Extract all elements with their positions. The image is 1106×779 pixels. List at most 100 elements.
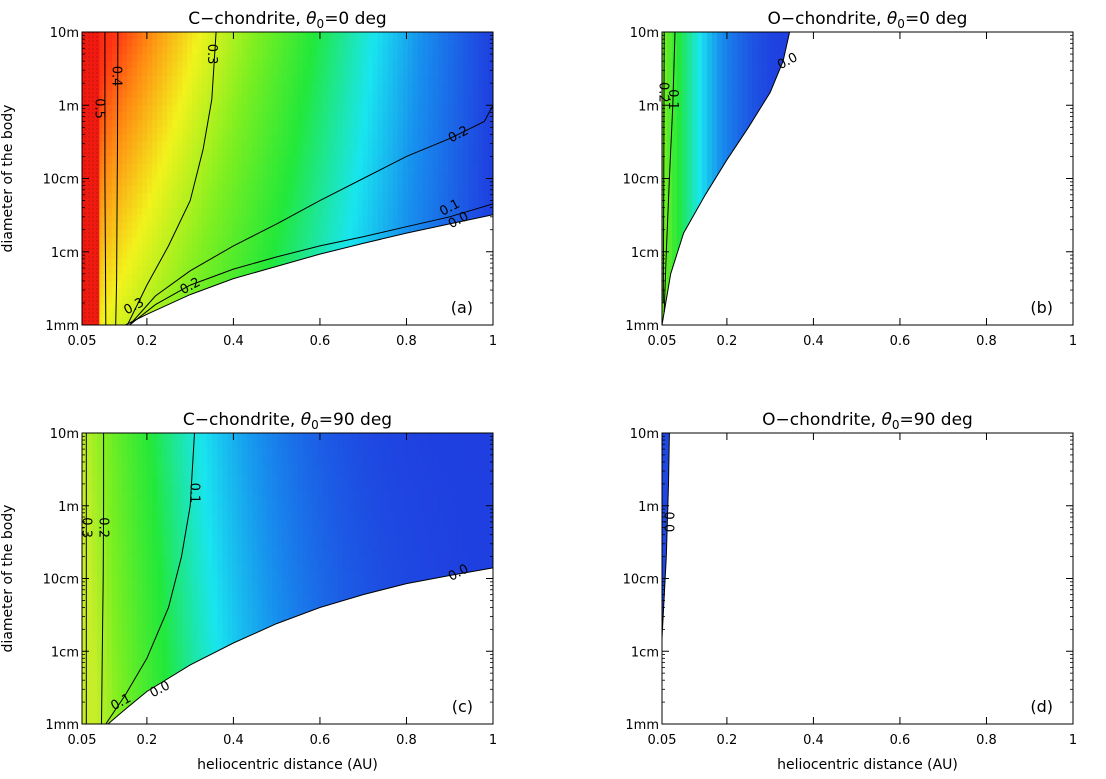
heatmap-cell: [132, 68, 138, 77]
heatmap-cell: [822, 120, 828, 128]
heatmap-cell: [362, 193, 369, 202]
heatmap-cell: [687, 237, 693, 246]
heatmap-cell: [172, 163, 179, 172]
heatmap-cell: [752, 68, 759, 77]
heatmap-cell: [342, 119, 349, 129]
heatmap-cell: [747, 68, 754, 77]
heatmap-cell: [272, 149, 279, 158]
heatmap-cell: [367, 105, 374, 114]
heatmap-cell: [182, 127, 189, 136]
heatmap-cell: [457, 273, 464, 282]
heatmap-cell: [727, 119, 733, 129]
heatmap-cell: [852, 54, 858, 62]
heatmap-cell: [292, 75, 299, 85]
heatmap-cell: [812, 252, 818, 260]
heatmap-cell: [252, 171, 259, 180]
heatmap-cell: [322, 207, 329, 216]
heatmap-cell: [852, 310, 858, 318]
heatmap-cell: [737, 32, 743, 41]
heatmap-cell: [287, 200, 294, 209]
heatmap-cell: [167, 259, 174, 268]
heatmap-cell: [112, 32, 118, 41]
heatmap-cell: [792, 179, 798, 187]
heatmap-cell: [832, 296, 838, 304]
heatmap-cell: [692, 134, 698, 143]
heatmap-cell: [277, 193, 284, 202]
heatmap-cell: [868, 179, 874, 187]
heatmap-cell: [437, 171, 444, 180]
heatmap-cell: [307, 310, 314, 319]
heatmap-cell: [862, 259, 868, 267]
heatmap-cell: [442, 207, 449, 216]
heatmap-cell: [677, 288, 683, 297]
heatmap-cell: [667, 53, 673, 63]
heatmap-cell: [397, 178, 404, 187]
heatmap-cell: [327, 237, 334, 246]
heatmap-cell: [297, 83, 304, 92]
heatmap-cell: [852, 83, 858, 91]
heatmap-cell: [407, 237, 414, 246]
heatmap-cell: [472, 105, 479, 114]
heatmap-cell: [317, 310, 324, 319]
heatmap-cell: [862, 164, 868, 172]
heatmap-cell: [247, 200, 254, 209]
heatmap-cell: [752, 134, 759, 143]
heatmap-cell: [837, 186, 843, 194]
heatmap-cell: [767, 156, 774, 165]
heatmap-cell: [472, 163, 479, 172]
heatmap-cell: [782, 127, 789, 136]
heatmap-cell: [807, 252, 813, 260]
heatmap-cell: [782, 237, 789, 246]
heatmap-cell: [277, 97, 284, 107]
heatmap-cell: [292, 222, 299, 231]
heatmap-cell: [312, 156, 319, 165]
heatmap-cell: [847, 215, 853, 223]
heatmap-cell: [127, 310, 133, 319]
heatmap-cell: [387, 229, 394, 238]
heatmap-cell: [377, 105, 384, 114]
heatmap-cell: [662, 229, 668, 238]
heatmap-cell: [142, 229, 148, 238]
heatmap-cell: [212, 229, 219, 238]
heatmap-cell: [432, 251, 439, 260]
heatmap-cell: [302, 200, 309, 209]
heatmap-cell: [322, 105, 329, 114]
heatmap-cell: [812, 259, 818, 267]
heatmap-cell: [272, 295, 279, 304]
heatmap-cell: [767, 53, 774, 63]
heatmap-cell: [292, 273, 299, 282]
heatmap-cell: [342, 171, 349, 180]
heatmap-cell: [762, 171, 769, 180]
heatmap-cell: [857, 83, 863, 91]
heatmap-cell: [237, 39, 244, 48]
heatmap-cell: [702, 244, 708, 253]
heatmap-cell: [692, 185, 698, 194]
heatmap-cell: [272, 310, 279, 319]
heatmap-cell: [257, 171, 264, 180]
heatmap-cell: [697, 207, 703, 216]
heatmap-cell: [762, 141, 769, 150]
heatmap-cell: [237, 281, 244, 290]
heatmap-cell: [722, 303, 728, 312]
heatmap-cell: [357, 251, 364, 260]
heatmap-cell: [257, 200, 264, 209]
heatmap-cell: [287, 90, 294, 99]
heatmap-cell: [147, 149, 153, 158]
heatmap-cell: [342, 97, 349, 107]
heatmap-cell: [717, 266, 723, 275]
heatmap-cell: [727, 75, 733, 85]
heatmap-cell: [307, 32, 314, 41]
heatmap-cell: [242, 90, 249, 99]
heatmap-cell: [868, 164, 874, 172]
heatmap-cell: [837, 164, 843, 172]
heatmap-cell: [162, 244, 169, 253]
heatmap-cell: [437, 53, 444, 63]
heatmap-cell: [357, 215, 364, 224]
heatmap-cell: [262, 237, 269, 246]
heatmap-cell: [427, 134, 434, 143]
heatmap-cell: [692, 273, 698, 282]
heatmap-cell: [382, 68, 389, 77]
heatmap-cell: [302, 127, 309, 136]
heatmap-cell: [732, 68, 738, 77]
heatmap-cell: [782, 97, 789, 107]
